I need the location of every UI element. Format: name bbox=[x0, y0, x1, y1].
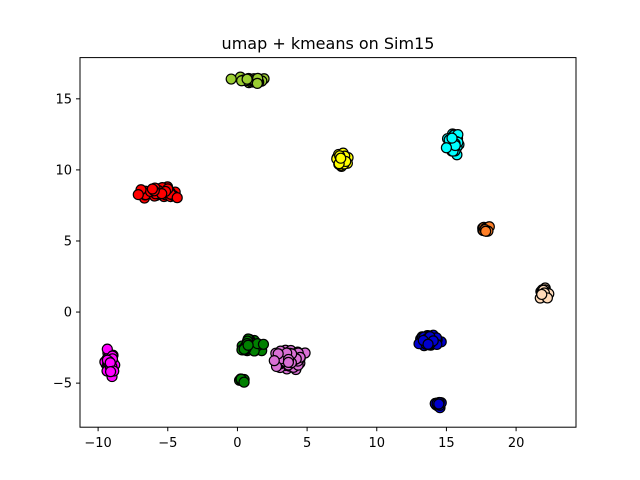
x-tick-label: 10 bbox=[368, 436, 385, 451]
x-tick-label: −5 bbox=[158, 436, 177, 451]
data-point bbox=[171, 192, 183, 204]
x-tick-label: 0 bbox=[233, 436, 241, 451]
data-point bbox=[480, 225, 492, 237]
x-tick-label: 5 bbox=[303, 436, 311, 451]
data-point bbox=[146, 183, 159, 195]
y-axis: −5 0 5 10 15 bbox=[53, 92, 80, 392]
data-point bbox=[440, 142, 453, 154]
data-point bbox=[335, 152, 347, 164]
y-tick-label: 5 bbox=[64, 234, 72, 249]
data-points bbox=[99, 71, 555, 414]
data-point bbox=[132, 188, 144, 201]
data-point bbox=[446, 132, 458, 144]
y-tick-label: 15 bbox=[55, 92, 72, 107]
data-point bbox=[433, 398, 445, 410]
chart-title: umap + kmeans on Sim15 bbox=[222, 34, 435, 53]
data-point bbox=[251, 77, 263, 89]
x-tick-label: 20 bbox=[508, 436, 525, 451]
axes-frame bbox=[79, 57, 577, 428]
data-point bbox=[257, 338, 270, 350]
x-axis: −10 −5 0 5 10 15 20 bbox=[84, 427, 524, 451]
y-tick-label: 0 bbox=[64, 306, 72, 321]
data-point bbox=[536, 288, 548, 301]
y-tick-label: −5 bbox=[53, 377, 72, 392]
x-tick-label: 15 bbox=[438, 436, 455, 451]
data-point bbox=[422, 338, 434, 350]
data-point bbox=[268, 355, 280, 367]
data-point bbox=[104, 366, 117, 378]
data-point bbox=[241, 73, 253, 85]
x-tick-label: −10 bbox=[84, 436, 111, 451]
data-point bbox=[282, 356, 294, 368]
data-point bbox=[242, 339, 254, 351]
data-point bbox=[238, 376, 250, 388]
data-point bbox=[225, 73, 237, 85]
y-tick-label: 10 bbox=[55, 163, 72, 178]
